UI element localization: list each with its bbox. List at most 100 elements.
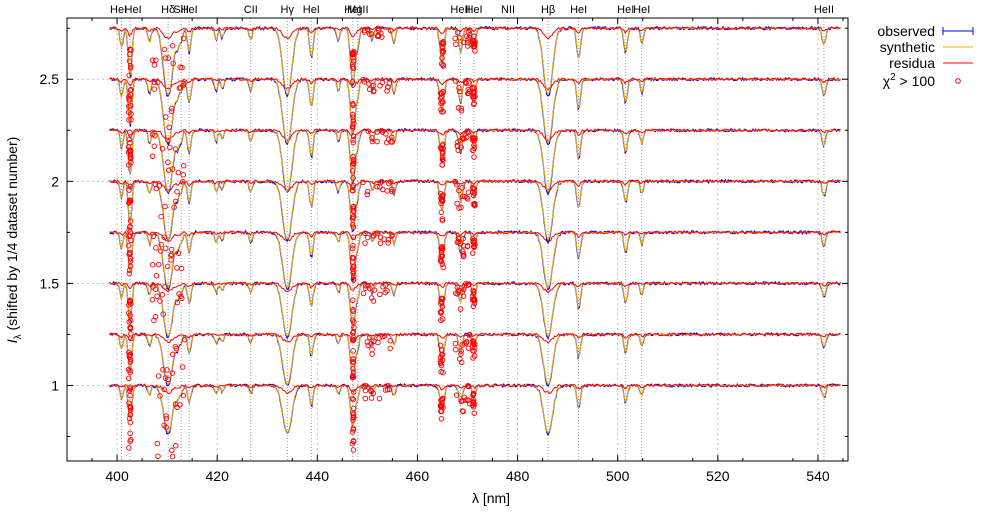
chi2-outlier-point [127, 430, 133, 437]
chi2-outlier-point [127, 299, 133, 305]
chi2-outlier-point [351, 263, 357, 270]
legend-observed-label: observed [877, 23, 935, 39]
chi2-outlier-point [149, 153, 156, 160]
chi2-outlier-point [126, 242, 132, 249]
chi2-outlier-point [364, 234, 371, 241]
chi2-outlier-point [440, 62, 446, 68]
chi2-outlier-point [457, 306, 464, 312]
chi2-outlier-point [457, 240, 463, 247]
line-marker-label: HeI [465, 4, 482, 16]
chi2-outlier-point [471, 244, 477, 251]
chi2-outlier-point [126, 103, 132, 110]
spectrum-series [109, 382, 841, 460]
chi2-outlier-point [126, 136, 133, 143]
chi2-outlier-point [174, 188, 180, 195]
chi2-outlier-point [350, 242, 356, 249]
chi2-outlier-point [368, 295, 375, 301]
chi2-outlier-point [168, 257, 174, 263]
chi2-outlier-point [458, 204, 464, 211]
chi2-outlier-point [460, 293, 467, 300]
chi2-outlier-point [126, 96, 133, 102]
chi2-outlier-point [380, 283, 386, 290]
chi2-outlier-point [362, 382, 369, 389]
chi2-outlier-point [440, 264, 446, 271]
residua-line [109, 128, 841, 142]
chi2-outlier-point [178, 293, 184, 299]
chi2-outlier-point [350, 153, 356, 160]
legend: observed synthetic residua χ2 > 100 [877, 23, 974, 89]
chi2-outlier-point [127, 369, 133, 376]
chi2-outlier-point [374, 184, 380, 190]
x-tick-label: 500 [606, 468, 630, 484]
chi2-outlier-point [440, 192, 446, 198]
residua-line [109, 281, 841, 294]
chi2-outlier-point [175, 250, 182, 257]
chi2-outlier-point [127, 140, 133, 146]
chi2-outlier-point [350, 410, 356, 417]
chi2-outlier-point [350, 396, 357, 403]
chi2-outlier-point [127, 197, 134, 203]
chi2-outlier-point [180, 179, 186, 185]
chi2-outlier-point [161, 422, 167, 429]
chi2-outlier-point [350, 214, 357, 220]
chi2-outlier-point [169, 370, 176, 376]
chi2-outlier-point [157, 298, 163, 304]
chi2-outlier-point [362, 230, 368, 237]
chi2-outlier-point [454, 239, 461, 246]
chi2-outlier-point [365, 26, 371, 33]
chi2-outlier-point [465, 345, 472, 351]
chi2-outlier-point [370, 82, 377, 89]
chi2-outlier-point [454, 200, 460, 207]
chi2-outlier-point [126, 187, 132, 193]
y-tick-label: 2.5 [40, 71, 60, 87]
chi2-outlier-point [452, 340, 459, 347]
chi2-outlier-point [128, 437, 134, 443]
chi2-outlier-point [349, 358, 356, 365]
chi2-outlier-point [462, 397, 469, 403]
chi2-outlier-point [462, 79, 469, 86]
spectrum-series [109, 76, 841, 173]
chi2-outlier-point [350, 330, 356, 336]
chi2-outlier-point [151, 143, 158, 149]
chi2-outlier-point [471, 142, 477, 148]
chi2-outlier-point [369, 135, 375, 141]
chi2-outlier-point [439, 47, 446, 54]
chi2-outlier-point [464, 243, 471, 249]
chi2-outlier-point [472, 40, 478, 47]
line-marker-label: HeII [450, 4, 470, 16]
chi2-outlier-point [350, 414, 356, 420]
chi2-outlier-point [351, 324, 357, 331]
chi2-outlier-point [350, 234, 357, 241]
chi2-outlier-point [127, 129, 133, 136]
chi2-outlier-point [165, 159, 171, 165]
chi2-outlier-point [389, 233, 395, 239]
chi2-outlier-point [385, 136, 392, 142]
chi2-outlier-point [460, 252, 467, 259]
chi2-outlier-point [165, 376, 171, 383]
chi2-outlier-point [456, 236, 462, 242]
chi2-outlier-point [158, 241, 164, 248]
chi2-outlier-point [350, 208, 357, 214]
chi2-outlier-point [349, 123, 356, 129]
chi2-outlier-point [170, 60, 176, 67]
chi2-outlier-point [350, 336, 357, 343]
chi2-outlier-point [169, 166, 176, 172]
x-tick-label: 460 [406, 468, 430, 484]
chi2-outlier-point [464, 196, 471, 202]
x-tick-label: 520 [706, 468, 730, 484]
residua-line [109, 77, 841, 91]
chi2-outlier-point [349, 125, 356, 131]
chi2-outlier-point [153, 185, 160, 192]
chi2-outlier-point [350, 447, 357, 453]
chi2-outlier-point [150, 284, 156, 290]
chi2-outlier-point [440, 89, 446, 95]
chi2-outlier-point [387, 27, 394, 34]
chi2-outlier-point [438, 416, 445, 422]
chi2-outlier-point [360, 179, 366, 186]
chi2-outlier-point [365, 342, 371, 349]
chi2-outlier-point [364, 191, 370, 198]
chi2-outlier-point [349, 78, 356, 85]
chi2-outlier-point [350, 308, 357, 314]
chi2-outlier-point [127, 419, 134, 426]
